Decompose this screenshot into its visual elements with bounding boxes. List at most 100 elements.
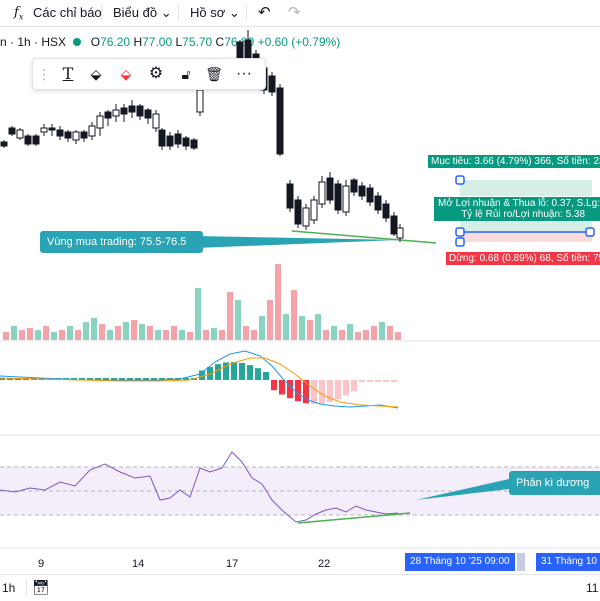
macd-hist-bar bbox=[0, 378, 5, 380]
volume-bar bbox=[35, 330, 41, 340]
volume-bar bbox=[339, 330, 345, 340]
macd-signal-line bbox=[0, 357, 399, 408]
x-tick: 9 bbox=[38, 558, 45, 570]
chevron-down-icon: ⌄ bbox=[228, 5, 240, 20]
macd-hist-bar bbox=[279, 380, 285, 395]
divergence-callout[interactable]: Phân kì dương bbox=[509, 471, 600, 495]
macd-hist-bar bbox=[79, 378, 85, 380]
macd-hist-bar bbox=[111, 378, 117, 380]
candle-body bbox=[326, 177, 334, 201]
macd-hist-bar bbox=[327, 380, 333, 402]
redo-icon[interactable]: ↷ bbox=[288, 4, 301, 21]
macd-hist-bar bbox=[311, 380, 317, 404]
volume-bar bbox=[323, 330, 329, 340]
candle-body bbox=[334, 183, 342, 211]
macd-hist-bar bbox=[351, 380, 357, 392]
candle-body bbox=[144, 109, 152, 119]
text-tool-icon[interactable]: T bbox=[62, 64, 74, 83]
macd-hist-bar bbox=[127, 378, 133, 380]
x-range-fill bbox=[517, 553, 525, 571]
macd-hist-bar bbox=[55, 378, 61, 380]
fill-icon[interactable]: ⬙ bbox=[90, 66, 102, 82]
settings-icon[interactable]: ⚙ bbox=[148, 65, 164, 82]
volume-bar bbox=[315, 314, 321, 340]
candle-body bbox=[382, 203, 390, 219]
candle-body bbox=[88, 125, 96, 137]
line-color-icon[interactable]: ⬙ bbox=[120, 66, 132, 82]
volume-bar bbox=[275, 264, 281, 340]
trash-icon[interactable]: 🗑︎ bbox=[205, 66, 223, 82]
candle-body bbox=[318, 181, 326, 205]
candle-body bbox=[136, 105, 144, 117]
volume-bar bbox=[11, 326, 17, 340]
ohlc-legend: n · 1h · HSX O76.20 H77.00 L75.70 C76.80… bbox=[0, 35, 341, 49]
volume-bar bbox=[147, 326, 153, 340]
macd-hist-bar bbox=[175, 378, 181, 380]
fx-icon[interactable]: fx bbox=[14, 5, 24, 22]
divergence-pointer bbox=[416, 479, 509, 500]
macd-hist-bar bbox=[15, 378, 21, 380]
macd-hist-bar bbox=[207, 366, 213, 380]
bottom-toolbar: 1h 📅︎ 11 bbox=[0, 574, 600, 601]
volume-bar bbox=[331, 326, 337, 340]
volume-bar bbox=[387, 326, 393, 340]
candle-body bbox=[32, 135, 40, 145]
candle-body bbox=[342, 185, 350, 213]
volume-bar bbox=[123, 322, 129, 340]
volume-bar bbox=[211, 328, 217, 340]
volume-bar bbox=[3, 332, 9, 340]
stop-handle[interactable] bbox=[455, 237, 465, 247]
volume-bar bbox=[27, 328, 33, 340]
candle-body bbox=[80, 131, 88, 139]
top-toolbar: fx Các chỉ báo Biểu đồ ⌄ Hồ sơ ⌄ ↶ ↷ bbox=[0, 0, 600, 27]
calendar-icon[interactable]: 📅︎ bbox=[32, 579, 50, 595]
undo-icon[interactable]: ↶ bbox=[258, 4, 271, 21]
volume-bar bbox=[267, 300, 273, 340]
profile-button[interactable]: Hồ sơ ⌄ bbox=[190, 5, 240, 20]
interval-button[interactable]: 1h bbox=[2, 581, 16, 595]
candle-body bbox=[350, 179, 358, 193]
drag-handle-icon[interactable]: ⋮ bbox=[37, 66, 51, 82]
macd-hist-bar bbox=[359, 380, 365, 382]
rsi-divergence-line[interactable] bbox=[297, 512, 411, 524]
candle-body bbox=[128, 105, 136, 113]
indicators-button[interactable]: Các chỉ báo bbox=[33, 5, 102, 20]
macd-hist-bar bbox=[255, 368, 261, 380]
macd-hist-bar bbox=[167, 378, 173, 380]
candle-body bbox=[16, 129, 24, 139]
macd-hist-bar bbox=[143, 378, 149, 380]
volume-bar bbox=[395, 332, 401, 340]
macd-hist-bar bbox=[391, 380, 397, 382]
chart-type-button[interactable]: Biểu đồ ⌄ bbox=[113, 5, 172, 20]
volume-bar bbox=[187, 332, 193, 340]
volume-bar bbox=[371, 326, 377, 340]
buy-zone-callout[interactable]: Vùng mua trading: 75.5-76.5 bbox=[40, 231, 203, 253]
more-icon[interactable]: ··· bbox=[236, 65, 252, 82]
candle-body bbox=[190, 139, 198, 149]
macd-hist-bar bbox=[31, 378, 37, 380]
support-trendline[interactable] bbox=[291, 230, 437, 244]
macd-hist-bar bbox=[303, 380, 309, 404]
target-handle[interactable] bbox=[455, 175, 465, 185]
volume-bar bbox=[235, 300, 241, 340]
macd-hist-bar bbox=[39, 378, 45, 380]
stop-zone bbox=[460, 232, 592, 242]
volume-bar bbox=[19, 330, 25, 340]
macd-hist-bar bbox=[319, 380, 325, 404]
candle-body bbox=[96, 115, 104, 129]
entry-handle[interactable] bbox=[455, 227, 465, 237]
volume-bar bbox=[203, 330, 209, 340]
macd-hist-bar bbox=[343, 380, 349, 396]
lock-icon[interactable]: 🔓︎ bbox=[181, 66, 191, 82]
buy-zone-pointer bbox=[196, 236, 398, 248]
candle-body bbox=[366, 187, 374, 203]
volume-bar bbox=[83, 322, 89, 340]
volume-bar bbox=[107, 330, 113, 340]
candle-body bbox=[112, 109, 120, 117]
width-handle[interactable] bbox=[585, 227, 595, 237]
macd-hist-bar bbox=[191, 378, 197, 380]
target-label: Mục tiêu: 3.66 (4.79%) 366, Số tiền: 234 bbox=[428, 155, 600, 168]
volume-bar bbox=[251, 330, 257, 340]
candle-body bbox=[268, 75, 276, 93]
